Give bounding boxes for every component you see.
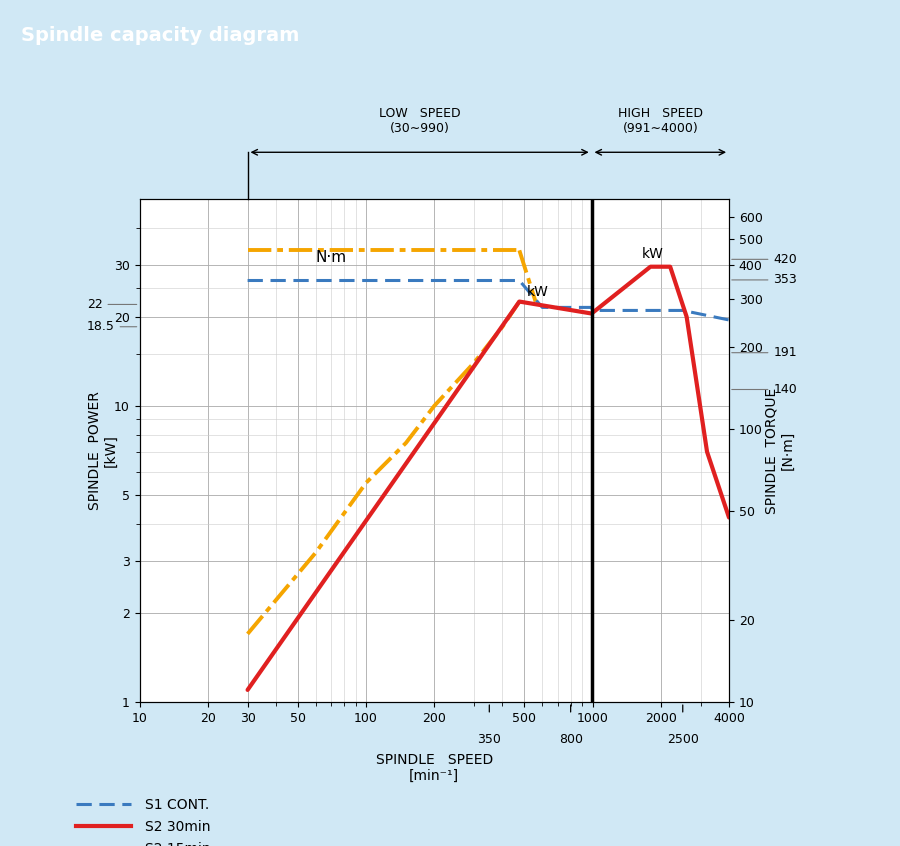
Text: 22: 22 [86,298,137,311]
Text: 18.5: 18.5 [86,321,137,333]
Text: 350: 350 [477,733,501,745]
Text: 420: 420 [732,253,797,266]
Text: 353: 353 [732,273,797,287]
Text: Spindle capacity diagram: Spindle capacity diagram [21,25,299,45]
Text: kW: kW [642,247,663,261]
Text: N·m: N·m [316,250,346,266]
Text: 140: 140 [732,383,797,396]
Text: LOW   SPEED
(30∼990): LOW SPEED (30∼990) [379,107,461,135]
Text: kW: kW [526,285,548,299]
Text: SPINDLE   SPEED
[min⁻¹]: SPINDLE SPEED [min⁻¹] [375,753,493,783]
Text: HIGH   SPEED
(991∼4000): HIGH SPEED (991∼4000) [617,107,703,135]
Text: 2500: 2500 [667,733,698,745]
Legend: S1 CONT., S2 30min, S2 15min: S1 CONT., S2 30min, S2 15min [76,798,211,846]
Text: 800: 800 [559,733,582,745]
Y-axis label: SPINDLE  TORQUE
[N·m]: SPINDLE TORQUE [N·m] [764,387,795,514]
Y-axis label: SPINDLE  POWER
[kW]: SPINDLE POWER [kW] [87,391,118,510]
Text: 191: 191 [732,346,797,360]
